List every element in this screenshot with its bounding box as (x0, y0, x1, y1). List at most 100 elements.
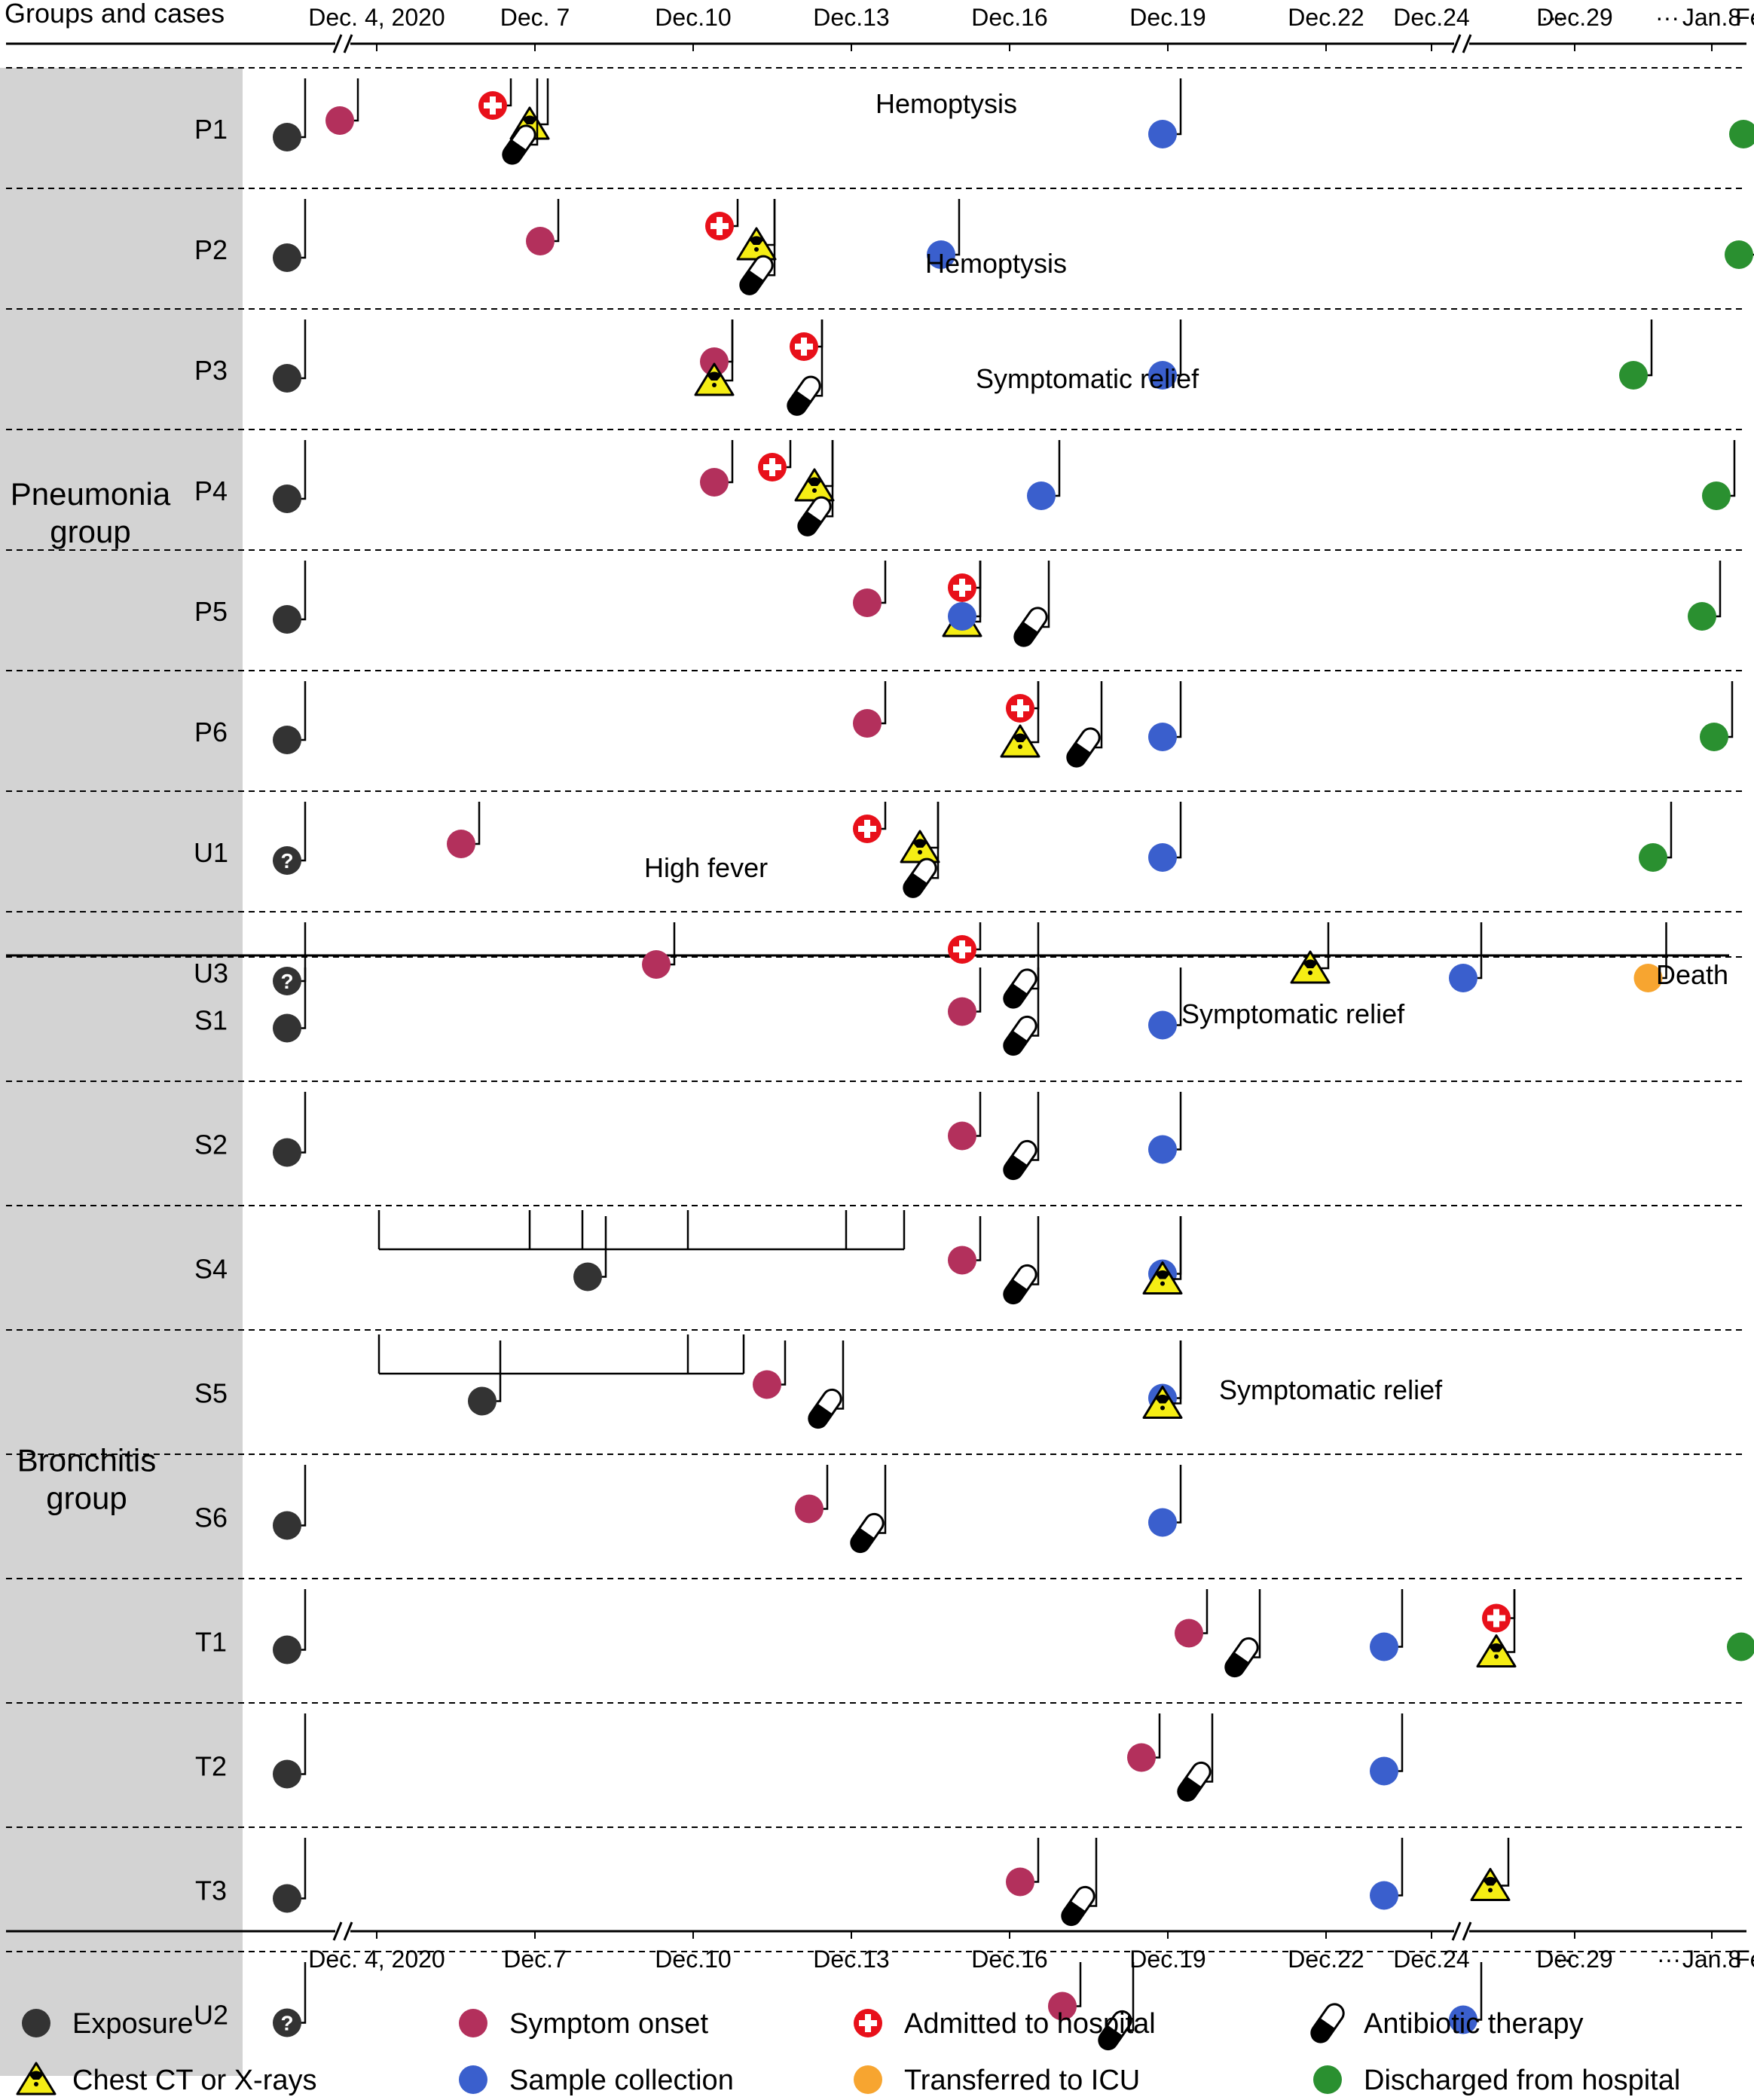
exposure-icon (573, 1262, 602, 1291)
case-label: P1 (194, 114, 228, 145)
pill-half (1099, 2025, 1123, 2050)
pill-icon (1061, 1885, 1095, 1927)
exposure-icon (273, 726, 301, 754)
sample-collection-icon (1449, 2005, 1477, 2034)
discharge-icon (1619, 361, 1648, 390)
pill-half (1004, 1279, 1028, 1304)
symptom-onset-icon (325, 106, 354, 135)
sample-collection-icon (1449, 964, 1477, 992)
pill-icon (903, 857, 937, 898)
case-label: T3 (195, 1875, 227, 1906)
pill-half (1004, 983, 1028, 1008)
exposure-icon (273, 1013, 301, 1043)
top-tick-label: Dec.24 (1393, 4, 1469, 31)
bottom-tick-label: Dec.16 (971, 1946, 1047, 1973)
rad-center (712, 383, 717, 387)
symptom-onset-icon (753, 1370, 781, 1399)
axis-break-mark (343, 34, 353, 53)
pill-half (851, 1527, 875, 1552)
case-label: P5 (194, 596, 228, 627)
pneumonia-group-bg (0, 68, 243, 1032)
case-note: Hemoptysis (875, 88, 1017, 119)
axis-break-mark (1451, 1921, 1462, 1941)
symptom-onset-icon (700, 468, 729, 497)
pill-icon (739, 255, 774, 295)
symptom-onset-icon (1006, 1867, 1034, 1897)
exposure-icon (273, 1759, 301, 1789)
axis-break-mark (332, 34, 343, 53)
cross-v (865, 2014, 871, 2032)
case-label: P6 (194, 717, 228, 747)
discharge-icon (1727, 1632, 1754, 1661)
top-tick-label: Dec.22 (1288, 4, 1364, 31)
bronchitis-group-bg (0, 957, 243, 2076)
pill-half (740, 270, 764, 295)
discharge-icon (1700, 723, 1728, 751)
axis-break-mark (1462, 1921, 1472, 1941)
legend-label: Antibiotic therapy (1364, 2008, 1584, 2040)
bottom-tick-label: Dec.10 (655, 1946, 731, 1973)
symptom-onset-icon (948, 997, 976, 1026)
discharge-icon (1702, 481, 1731, 510)
pill-half (808, 1403, 833, 1428)
exposure-icon (22, 2009, 50, 2037)
exposure-icon (273, 243, 301, 272)
bottom-tick-label: Dec. 4, 2020 (308, 1946, 445, 1973)
rad-blade (1484, 1876, 1497, 1886)
sample-collection-icon (1370, 1632, 1398, 1661)
cross-v (959, 940, 965, 958)
question-mark: ? (280, 970, 293, 993)
symptom-onset-icon (948, 1121, 976, 1151)
pill-half (1004, 1154, 1028, 1179)
exposure-icon (273, 1511, 301, 1540)
pill-icon (502, 124, 536, 165)
sample-collection-icon (1370, 1756, 1398, 1786)
exposure-icon (273, 605, 301, 634)
bottom-tick-label: Dec.22 (1288, 1946, 1364, 1973)
bottom-tick-label: Dec.7 (503, 1946, 567, 1973)
sample-collection-icon (1148, 723, 1177, 751)
pill-half (1311, 2018, 1335, 2043)
case-label: U3 (194, 958, 228, 989)
rad-blade (750, 236, 763, 245)
pill-icon (1066, 727, 1101, 768)
pill-half (1014, 622, 1038, 647)
sample-collection-icon (1148, 1010, 1177, 1040)
rad-center (1160, 1405, 1165, 1411)
icu-transfer-icon (854, 2065, 882, 2094)
case-label: U2 (194, 2000, 228, 2031)
sample-collection-icon (1148, 1508, 1177, 1537)
top-tick-label: Feb.8 (1735, 4, 1754, 31)
exposure-icon (273, 484, 301, 513)
discharge-icon (1313, 2065, 1342, 2094)
rad-blade (707, 371, 721, 381)
top-tick-label: Jan.8 (1682, 4, 1741, 31)
corner-label: Groups and cases (5, 0, 225, 29)
symptom-onset-icon (853, 588, 882, 617)
symptom-onset-icon (447, 830, 475, 858)
rad-blade (913, 839, 927, 848)
pill-icon (1003, 1139, 1037, 1181)
legend-label: Admitted to hospital (904, 2008, 1156, 2040)
pill-half (1067, 742, 1091, 767)
axis-break-mark (1451, 34, 1462, 53)
top-tick-label: Dec.10 (655, 4, 731, 31)
symptom-onset-icon (459, 2009, 487, 2037)
case-note: Symptomatic relief (1181, 998, 1405, 1029)
question-mark: ? (280, 2012, 293, 2035)
axis-break-mark (332, 1921, 343, 1941)
legend-label: Transferred to ICU (904, 2065, 1140, 2096)
axis-ellipsis: ··· (1541, 4, 1565, 31)
pill-icon (1098, 2010, 1132, 2051)
sample-collection-icon (1148, 361, 1177, 390)
case-note: High fever (644, 852, 768, 883)
discharge-icon (1729, 120, 1754, 148)
sample-collection-icon (1148, 843, 1177, 872)
rad-center (812, 488, 817, 493)
rad-blade (1156, 1270, 1169, 1279)
symptom-onset-icon (1048, 1991, 1077, 2021)
icu-transfer-icon (1633, 964, 1663, 992)
rad-center (1308, 971, 1312, 975)
symptom-onset-icon (642, 950, 671, 979)
case-label: S2 (194, 1129, 228, 1160)
